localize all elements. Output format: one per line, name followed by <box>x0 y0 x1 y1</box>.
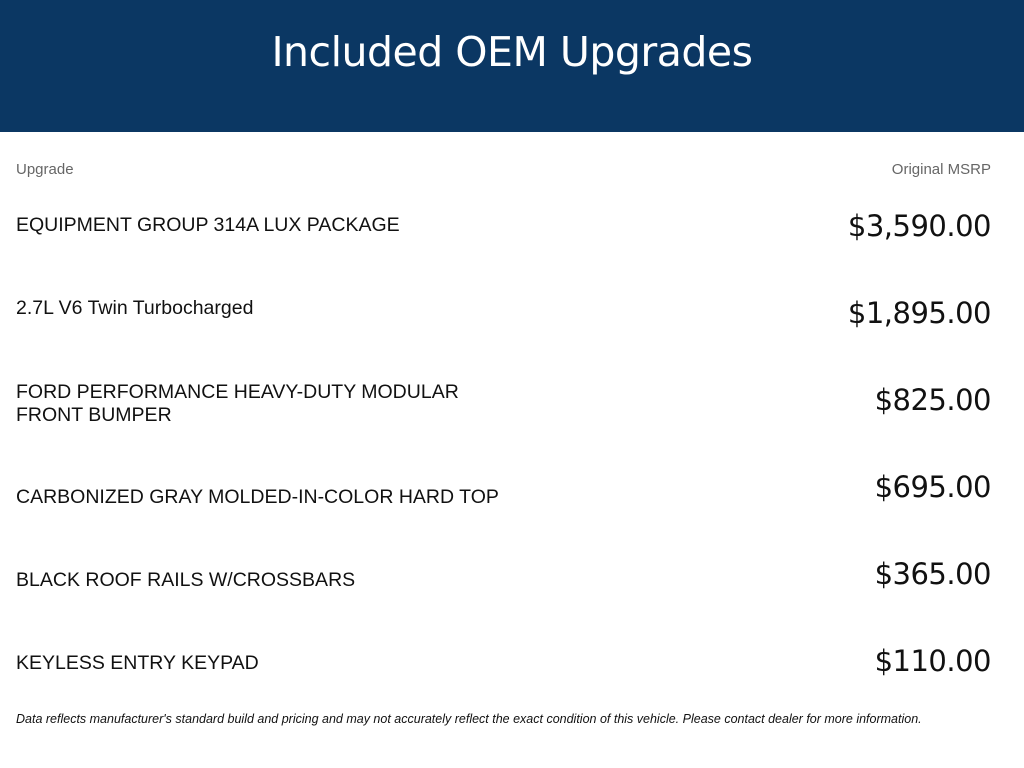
upgrade-name: CARBONIZED GRAY MOLDED-IN-COLOR HARD TOP <box>16 486 499 508</box>
upgrade-name: BLACK ROOF RAILS W/CROSSBARS <box>16 569 356 591</box>
page-title: Included OEM Upgrades <box>271 28 753 77</box>
column-header-upgrade: Upgrade <box>16 161 74 178</box>
upgrade-name: KEYLESS ENTRY KEYPAD <box>16 652 259 674</box>
upgrade-price: $365.00 <box>874 557 992 591</box>
upgrade-name: FORD PERFORMANCE HEAVY-DUTY MODULAR FRON… <box>16 381 459 426</box>
column-header-msrp: Original MSRP <box>891 161 991 178</box>
upgrade-name: 2.7L V6 Twin Turbocharged <box>16 297 254 319</box>
upgrade-price: $1,895.00 <box>847 296 992 330</box>
upgrade-price: $3,590.00 <box>847 209 992 243</box>
upgrade-price: $825.00 <box>874 383 992 417</box>
disclaimer-text: Data reflects manufacturer's standard bu… <box>16 712 922 726</box>
header-banner: Included OEM Upgrades <box>0 0 1024 132</box>
upgrade-price: $110.00 <box>874 644 992 678</box>
upgrade-price: $695.00 <box>874 470 992 504</box>
upgrade-name: EQUIPMENT GROUP 314A LUX PACKAGE <box>16 214 400 236</box>
